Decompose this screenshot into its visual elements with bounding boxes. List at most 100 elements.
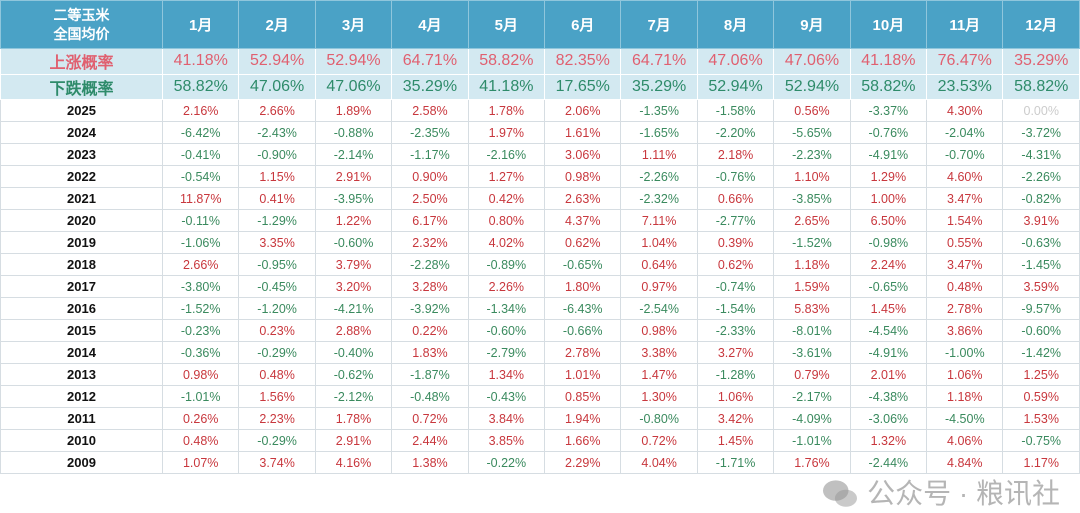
year-cell: 2018 (0, 253, 163, 276)
change-cell: 6.50% (849, 209, 928, 232)
year-cell: 2020 (0, 209, 163, 232)
month-header: 9月 (773, 0, 851, 49)
down-probability-row: 下跌概率 58.82% 47.06% 47.06% 35.29% 41.18% 17.65%… (0, 73, 1080, 100)
change-cell: -4.54% (849, 319, 928, 342)
change-cell: 3.47% (926, 253, 1004, 276)
change-cell: 3.06% (544, 143, 622, 166)
change-cell: -4.31% (1002, 143, 1080, 166)
change-cell: -1.71% (696, 451, 775, 474)
change-cell: 1.45% (696, 429, 775, 452)
wechat-icon (823, 480, 858, 507)
change-cell: 0.98% (620, 319, 698, 342)
year-cell: 2013 (0, 363, 163, 386)
change-cell: 1.27% (467, 165, 546, 188)
up-probability-cell: 82.35% (544, 48, 622, 75)
month-header: 3月 (314, 0, 393, 49)
change-cell: 3.84% (467, 407, 546, 430)
change-cell: 4.04% (620, 451, 698, 474)
down-probability-cell: 17.65% (544, 73, 622, 100)
change-cell: 3.27% (696, 341, 775, 364)
down-probability-cell: 41.18% (467, 73, 546, 100)
change-cell: -2.54% (620, 297, 698, 320)
table-row: 2017 -3.80% -0.45% 3.20% 3.28% 2.26% 1.80% 0.97… (0, 275, 1080, 298)
up-probability-cell: 47.06% (773, 48, 851, 75)
change-cell: 0.62% (544, 231, 622, 254)
watermark-text: 公众号 · 粮讯社 (867, 478, 1060, 509)
change-cell: -0.29% (238, 341, 316, 364)
table-row: 2010 0.48% -0.29% 2.91% 2.44% 3.85% 1.66% 0.72%… (0, 429, 1080, 452)
change-cell: -1.06% (161, 231, 240, 254)
table-row: 2016 -1.52% -1.20% -4.21% -3.92% -1.34% -6.43%… (0, 297, 1080, 320)
change-cell: 6.17% (391, 209, 469, 232)
change-cell: 1.00% (849, 187, 928, 210)
change-cell: -2.44% (849, 451, 928, 474)
change-cell: 1.29% (849, 165, 928, 188)
up-probability-cell: 52.94% (314, 48, 393, 75)
change-cell: -0.29% (238, 429, 316, 452)
change-cell: -8.01% (773, 319, 851, 342)
month-header: 11月 (926, 0, 1004, 49)
change-cell: 3.42% (696, 407, 775, 430)
change-cell: 1.61% (544, 121, 622, 144)
change-cell: 1.06% (696, 385, 775, 408)
down-probability-cell: 35.29% (620, 73, 698, 100)
table-row: 2022 -0.54% 1.15% 2.91% 0.90% 1.27% 0.98% -2.26… (0, 165, 1080, 188)
change-cell: -2.20% (696, 121, 775, 144)
down-probability-cell: 58.82% (161, 73, 240, 100)
change-cell: 1.11% (620, 143, 698, 166)
change-cell: -1.58% (696, 99, 775, 122)
year-cell: 2014 (0, 341, 163, 364)
table-row: 2015 -0.23% 0.23% 2.88% 0.22% -0.60% -0.66% 0.9… (0, 319, 1080, 342)
change-cell: 1.59% (773, 275, 851, 298)
down-probability-cell: 52.94% (696, 73, 775, 100)
change-cell: 0.42% (467, 187, 546, 210)
up-probability-cell: 64.71% (391, 48, 469, 75)
month-header: 7月 (620, 0, 698, 49)
table-row: 2024 -6.42% -2.43% -0.88% -2.35% 1.97% 1.61% -1… (0, 121, 1080, 144)
year-cell: 2021 (0, 187, 163, 210)
change-cell: 4.02% (467, 231, 546, 254)
change-cell: 1.38% (391, 451, 469, 474)
month-header: 10月 (849, 0, 928, 49)
year-cell: 2024 (0, 121, 163, 144)
change-cell: 3.86% (926, 319, 1004, 342)
change-cell: 0.80% (467, 209, 546, 232)
change-cell: 2.23% (238, 407, 316, 430)
change-cell: 1.07% (161, 451, 240, 474)
up-probability-cell: 35.29% (1002, 48, 1080, 75)
change-cell: 3.79% (314, 253, 393, 276)
month-header: 2月 (238, 0, 316, 49)
change-cell: -0.54% (161, 165, 240, 188)
change-cell: -1.17% (391, 143, 469, 166)
change-cell: -6.42% (161, 121, 240, 144)
corner-header: 二等玉米 全国均价 (0, 0, 163, 49)
change-cell: -0.88% (314, 121, 393, 144)
change-cell: -4.91% (849, 341, 928, 364)
year-cell: 2011 (0, 407, 163, 430)
table-row: 2019 -1.06% 3.35% -0.60% 2.32% 4.02% 0.62% 1.04… (0, 231, 1080, 254)
change-cell: -0.74% (696, 275, 775, 298)
change-cell: 2.32% (391, 231, 469, 254)
change-cell: -2.43% (238, 121, 316, 144)
change-cell: 2.01% (849, 363, 928, 386)
down-probability-cell: 35.29% (391, 73, 469, 100)
change-cell: 1.53% (1002, 407, 1080, 430)
change-cell: 1.15% (238, 165, 316, 188)
change-cell: 7.11% (620, 209, 698, 232)
change-cell: 0.48% (238, 363, 316, 386)
change-cell: 0.98% (544, 165, 622, 188)
down-probability-cell: 58.82% (1002, 73, 1080, 100)
change-cell: 2.58% (391, 99, 469, 122)
change-cell: 1.97% (467, 121, 546, 144)
change-cell: 1.83% (391, 341, 469, 364)
change-cell: 4.06% (926, 429, 1004, 452)
change-cell: 1.17% (1002, 451, 1080, 474)
change-cell: 2.91% (314, 429, 393, 452)
change-cell: 2.18% (696, 143, 775, 166)
change-cell: -2.16% (467, 143, 546, 166)
change-cell: 0.22% (391, 319, 469, 342)
change-cell: -0.48% (391, 385, 469, 408)
table-row: 2013 0.98% 0.48% -0.62% -1.87% 1.34% 1.01% 1.47… (0, 363, 1080, 386)
change-cell: -0.80% (620, 407, 698, 430)
month-header: 6月 (544, 0, 622, 49)
